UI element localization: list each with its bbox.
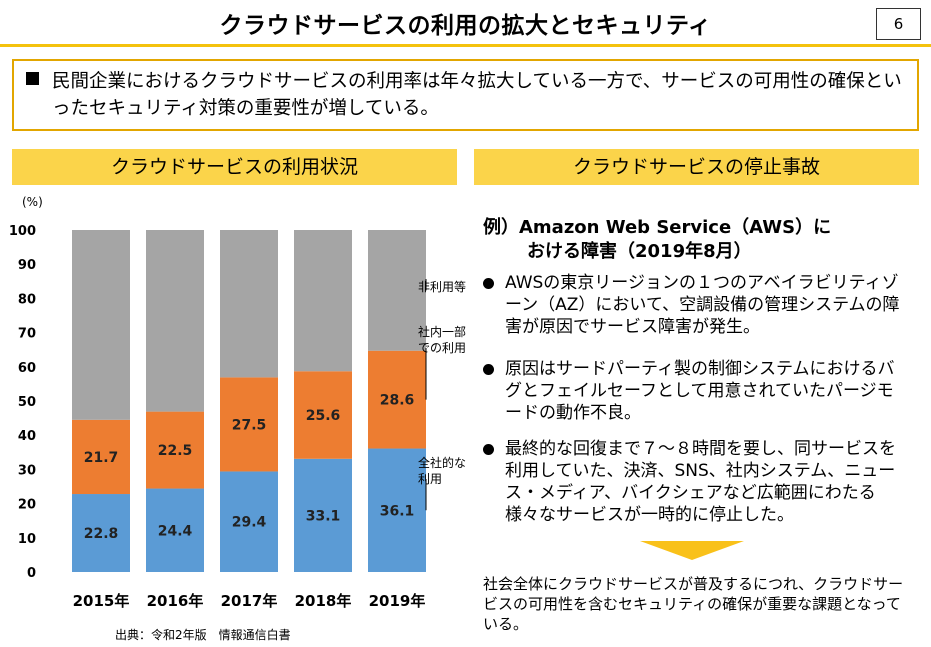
bar-segment [294,371,352,459]
page-number: 6 [876,8,921,40]
bar-segment [146,411,204,489]
down-arrow-icon [640,541,744,560]
data-label: 24.4 [158,523,193,539]
bar-segment [146,230,204,412]
data-label: 25.6 [306,408,341,424]
conclusion-text: 社会全体にクラウドサービスが普及するにつれ、クラウドサービスの可用性を含むセキュ… [483,575,904,633]
y-tick-label: 90 [18,258,36,273]
example-title-line2: おける障害（2019年8月） [527,241,752,262]
title-bar: クラウドサービスの利用の拡大とセキュリティ 6 [0,0,931,47]
bar-segment [72,494,130,572]
bar-segment [146,488,204,572]
data-label: 29.4 [232,515,267,531]
y-tick-label: 0 [27,566,36,581]
bar-segment [294,458,352,572]
bullet-dot-icon [483,278,494,289]
x-tick-label: 2017年 [221,592,278,610]
data-label: 28.6 [380,393,415,409]
y-axis-unit: (%) [22,195,43,209]
legend-label: 利用 [418,472,442,486]
bullet-dot-icon [483,444,494,455]
legend-label: での利用 [418,341,466,355]
bar-segment [220,471,278,572]
outage-panel-heading: クラウドサービスの停止事故 [474,149,919,185]
summary-text: 民間企業におけるクラウドサービスの利用率は年々拡大している一方で、サービスの可用… [52,71,902,119]
legend-label: 非利用等 [418,280,466,294]
y-tick-label: 100 [9,224,36,239]
example-title-line1: 例）Amazon Web Service（AWS）に [483,217,832,238]
bar-segment [72,230,130,420]
bullet-text: 最終的な回復まで７～８時間を要し、同サービスを利用していた、決済、SNS、社内シ… [505,439,896,525]
summary-box: 民間企業におけるクラウドサービスの利用率は年々拡大している一方で、サービスの可用… [12,59,919,131]
square-bullet-icon [26,72,39,85]
y-tick-label: 10 [18,532,36,547]
y-tick-label: 50 [18,395,36,410]
x-tick-label: 2015年 [73,592,130,610]
chart-source: 出典：令和2年版 情報通信白書 [115,628,291,642]
data-label: 21.7 [84,450,119,466]
y-tick-label: 20 [18,498,36,513]
title-underline [0,44,931,47]
legend-label: 社内一部 [418,324,466,339]
data-label: 27.5 [232,417,267,433]
y-tick-label: 70 [18,327,36,342]
bullet-dot-icon [483,364,494,375]
x-tick-label: 2018年 [295,592,352,610]
bullet-text: 原因はサードパーティ製の制御システムにおけるバグとフェイルセーフとして用意されて… [505,359,895,423]
y-tick-label: 60 [18,361,36,376]
data-label: 33.1 [306,508,341,524]
data-label: 22.8 [84,526,119,542]
data-label: 36.1 [380,503,415,519]
y-tick-label: 30 [18,463,36,478]
y-tick-label: 80 [18,292,36,307]
data-label: 22.5 [158,443,193,459]
usage-panel-heading: クラウドサービスの利用状況 [12,149,457,185]
bar-segment [368,448,426,572]
legend-label: 全社的な [418,455,466,470]
y-tick-label: 40 [18,429,36,444]
bar-segment [368,230,426,351]
bar-segment [220,230,278,378]
x-tick-label: 2019年 [369,592,426,610]
x-tick-label: 2016年 [147,592,204,610]
bar-segment [368,350,426,449]
bullet-text: AWSの東京リージョンの１つのアベイラビリティゾーン（AZ）において、空調設備の… [505,273,900,337]
page-title: クラウドサービスの利用の拡大とセキュリティ [219,13,712,39]
bar-segment [220,377,278,472]
usage-stacked-bar-chart: (%) 0 10 20 30 40 50 60 70 80 90 100 22.8 21.7 2015年 24… [9,195,466,610]
bar-segment [294,230,352,372]
bar-segment [72,419,130,495]
